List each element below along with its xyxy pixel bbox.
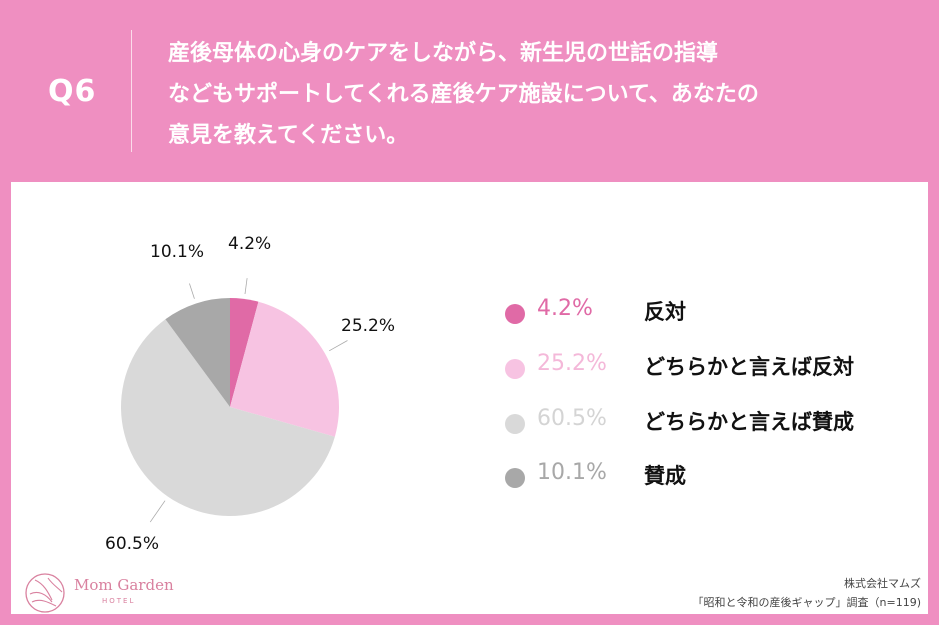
legend-pct: 25.2% [537, 351, 607, 376]
chart-panel: 4.2% 25.2% 60.5% 10.1% [11, 182, 928, 614]
company-credit: 株式会社マムズ [844, 577, 921, 590]
logo-subtext: HOTEL [102, 597, 136, 605]
leader-line [329, 340, 348, 352]
pie-slice-somewhat-opposed [230, 301, 339, 437]
question-line: 産後母体の心身のケアをしながら、新生児の世話の指導 [168, 41, 719, 66]
legend-pct: 4.2% [537, 296, 593, 321]
pie-slice-opposed [230, 298, 259, 407]
question-header: Q6 産後母体の心身のケアをしながら、新生児の世話の指導 などもサポートしてくれ… [0, 0, 939, 182]
logo-text: Mom Garden [74, 576, 174, 594]
legend-swatch [505, 304, 525, 324]
pie-slice-agree [165, 298, 230, 407]
legend-pct: 60.5% [537, 406, 607, 431]
question-text: 産後母体の心身のケアをしながら、新生児の世話の指導 などもサポートしてくれる産後… [168, 33, 759, 156]
question-line: などもサポートしてくれる産後ケア施設について、あなたの [168, 82, 759, 107]
header-divider [131, 30, 132, 152]
pie-label-somewhat-agree: 60.5% [105, 534, 160, 554]
leader-line [189, 283, 195, 299]
question-line: 意見を教えてください。 [168, 123, 409, 148]
legend-label: どちらかと言えば反対 [644, 355, 854, 379]
legend-label: 反対 [644, 300, 686, 324]
pie-slice-somewhat-agree [121, 319, 335, 516]
question-number: Q6 [48, 74, 97, 109]
legend-swatch [505, 414, 525, 434]
logo-emblem-icon [25, 573, 65, 613]
legend-label: 賛成 [644, 464, 686, 488]
legend-swatch [505, 359, 525, 379]
survey-credit: 「昭和と令和の産後ギャップ」調査（n=119) [692, 596, 921, 609]
pie-label-agree: 10.1% [150, 242, 205, 262]
pie-label-opposed: 4.2% [228, 234, 272, 254]
legend-label: どちらかと言えば賛成 [644, 410, 854, 434]
leader-line [244, 278, 248, 295]
legend-swatch [505, 468, 525, 488]
pie-chart [121, 278, 348, 523]
legend-pct: 10.1% [537, 460, 607, 485]
mom-garden-logo: Mom Garden HOTEL [22, 570, 174, 615]
leader-line [149, 500, 166, 523]
pie-label-somewhat-opposed: 25.2% [341, 316, 396, 336]
